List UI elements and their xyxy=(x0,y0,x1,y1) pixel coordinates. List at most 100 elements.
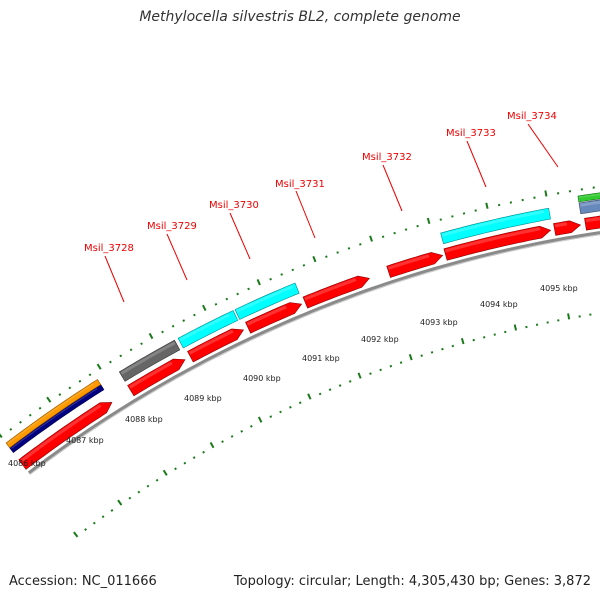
tick-mark xyxy=(148,332,154,340)
tick-mark xyxy=(230,435,234,438)
msil-3733-label: Msil_3733 xyxy=(446,128,496,139)
tick-mark xyxy=(96,363,102,370)
tick-mark xyxy=(472,338,475,342)
tick-mark xyxy=(129,348,133,352)
cds-arrow-4-body xyxy=(245,302,303,334)
tick-mark xyxy=(68,386,72,390)
cds-arrow-9 xyxy=(584,215,600,231)
tick-mark xyxy=(485,202,489,209)
kbp-4089-label: 4089 kbp xyxy=(184,394,222,403)
tick-mark xyxy=(279,410,282,414)
tick-mark xyxy=(426,217,431,225)
cds-arrow-1-highlight xyxy=(20,404,102,463)
tick-mark xyxy=(460,337,465,345)
gene-box-msil-3728-highlight xyxy=(120,341,176,375)
tick-mark xyxy=(161,330,164,334)
tick-mark xyxy=(183,461,187,465)
tick-mark xyxy=(381,235,385,239)
msil-3732-leader-line xyxy=(382,164,403,212)
gene-box-msil-3728-body xyxy=(118,339,181,382)
tick-mark xyxy=(58,393,62,396)
cds-arrow-5-highlight xyxy=(304,278,357,301)
msil-3730-leader-line xyxy=(229,212,251,260)
gene-box-orange-body xyxy=(5,379,102,449)
cds-arrow-6 xyxy=(386,252,444,278)
accession-text: Accession: NC_011666 xyxy=(9,574,157,589)
gene-box-green-highlight xyxy=(579,193,600,198)
msil-3728-label: Msil_3728 xyxy=(84,243,134,254)
tick-mark xyxy=(318,392,322,396)
cds-arrow-8-highlight xyxy=(554,222,568,228)
cds-arrow-2-highlight xyxy=(129,361,173,389)
tick-mark xyxy=(269,277,272,281)
tick-mark xyxy=(513,324,518,331)
cds-arrow-3 xyxy=(187,328,245,363)
tick-mark xyxy=(307,393,312,400)
tick-mark xyxy=(280,273,283,276)
kbp-4095-label: 4095 kbp xyxy=(540,284,578,293)
cds-arrow-3-highlight xyxy=(188,329,234,355)
tick-mark xyxy=(328,388,332,392)
tick-mark xyxy=(73,531,79,538)
tick-mark xyxy=(117,499,123,506)
tick-mark xyxy=(162,469,168,476)
kbp-4093-label: 4093 kbp xyxy=(420,318,458,327)
tick-mark xyxy=(430,351,434,354)
msil-3729-label: Msil_3729 xyxy=(147,221,197,232)
gene-box-msil-3728 xyxy=(118,339,181,382)
tick-mark xyxy=(182,319,186,322)
msil-3731-leader-line xyxy=(295,190,316,239)
cds-arrow-7-body xyxy=(443,225,552,261)
gene-box-msil-3730 xyxy=(234,282,300,320)
gene-box-green-body xyxy=(577,192,600,203)
tick-mark xyxy=(482,336,486,339)
gene-box-msil-3730-highlight xyxy=(236,285,294,313)
kbp-4086-label: 4086 kbp xyxy=(8,459,46,468)
tick-mark xyxy=(155,478,159,482)
tick-mark xyxy=(289,405,292,409)
tick-mark xyxy=(257,416,263,423)
gene-box-msil-3729 xyxy=(177,310,239,349)
cds-arrow-9-highlight xyxy=(585,216,600,223)
tick-mark xyxy=(146,484,150,488)
tick-mark xyxy=(109,360,112,364)
tick-mark xyxy=(302,264,306,267)
tick-mark xyxy=(78,379,82,383)
tick-mark xyxy=(325,255,328,258)
tick-mark xyxy=(214,302,218,306)
cds-arrow-8 xyxy=(553,220,582,236)
cds-arrow-4 xyxy=(245,302,303,334)
msil-3728-leader-line xyxy=(104,255,125,303)
genome-backbone-highlight xyxy=(29,234,600,475)
feature-layer xyxy=(5,192,600,470)
tick-mark xyxy=(291,268,295,272)
msil-3734-label: Msil_3734 xyxy=(507,111,557,122)
cds-arrow-5-body xyxy=(302,275,370,309)
genome-summary-text: Topology: circular; Length: 4,305,430 bp… xyxy=(233,574,591,589)
gene-box-msil-3734-highlight xyxy=(580,200,600,207)
tick-mark xyxy=(312,255,317,263)
tick-mark xyxy=(101,515,105,519)
tick-mark xyxy=(359,243,362,246)
tick-mark xyxy=(240,429,244,433)
cds-arrow-8-body xyxy=(553,220,582,236)
tick-mark xyxy=(174,467,177,471)
tick-layer xyxy=(0,186,600,538)
lower-tick-row xyxy=(73,312,600,538)
tick-mark xyxy=(247,287,250,291)
cds-arrow-7-highlight xyxy=(445,227,541,253)
tick-mark xyxy=(137,490,141,494)
tick-mark xyxy=(439,218,442,221)
tick-mark xyxy=(84,528,87,531)
tick-mark xyxy=(379,368,382,372)
tick-mark xyxy=(88,373,92,377)
cds-arrow-5 xyxy=(302,275,370,309)
tick-mark xyxy=(389,364,393,368)
tick-mark xyxy=(19,420,22,424)
tick-mark xyxy=(209,441,215,449)
msil-3729-leader-line xyxy=(166,233,188,281)
tick-mark xyxy=(28,413,32,417)
tick-mark xyxy=(399,361,403,364)
tick-mark xyxy=(408,354,413,361)
